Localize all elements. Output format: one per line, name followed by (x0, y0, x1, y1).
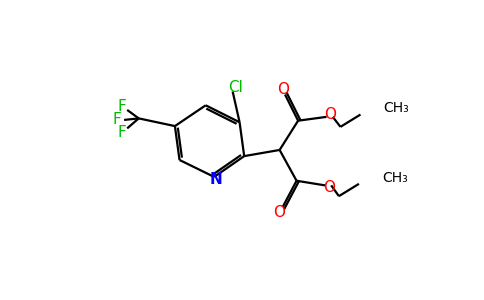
Text: O: O (323, 180, 335, 195)
Text: O: O (277, 82, 289, 97)
Text: N: N (210, 172, 222, 187)
Text: CH₃: CH₃ (383, 100, 409, 115)
Text: O: O (273, 205, 285, 220)
Text: F: F (118, 125, 126, 140)
Text: F: F (118, 99, 126, 114)
Text: Cl: Cl (228, 80, 243, 95)
Text: O: O (324, 107, 336, 122)
Text: F: F (113, 112, 121, 128)
Text: CH₃: CH₃ (382, 171, 408, 185)
